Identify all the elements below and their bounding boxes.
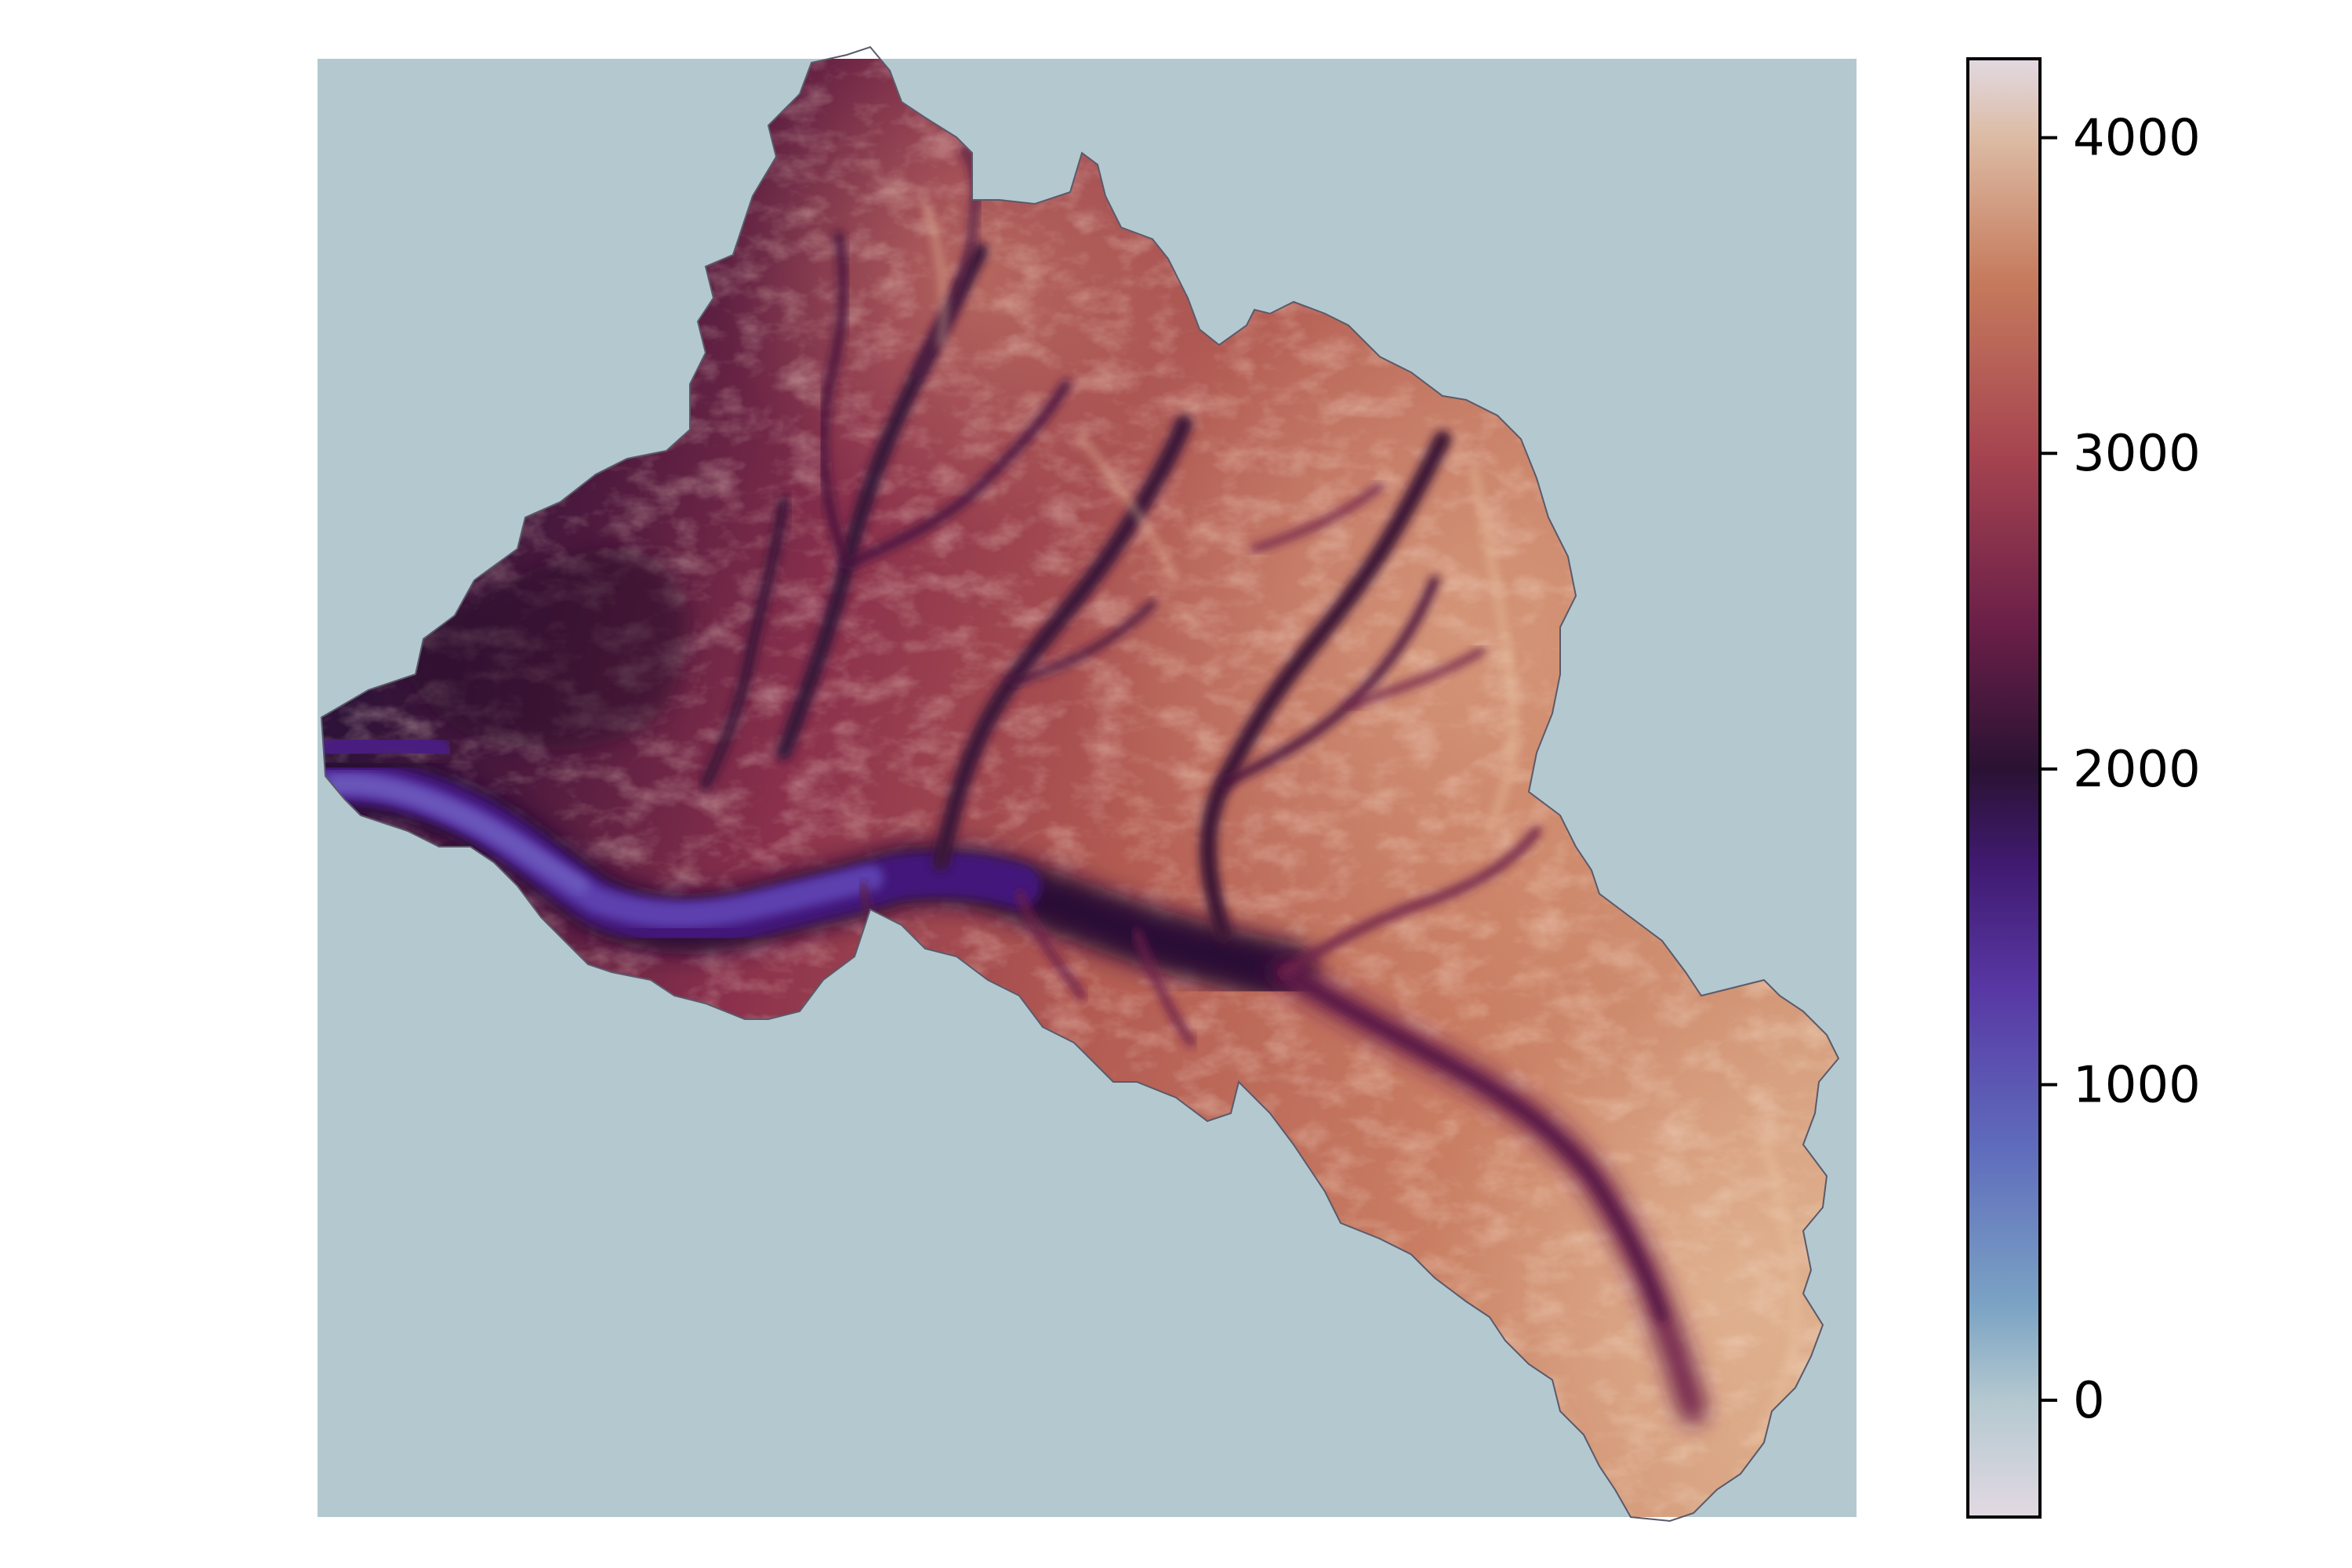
colorbar-frame (1966, 57, 2042, 1519)
colorbar-tick-label: 1000 (2073, 1056, 2201, 1114)
colorbar-gradient (1968, 59, 2040, 1517)
main-valley (321, 725, 1316, 1003)
map-panel (318, 46, 1857, 1522)
northwest-lowland (408, 547, 690, 750)
colorbar-ticks: 4000 3000 2000 1000 0 (2040, 110, 2201, 1430)
colorbar-tick-label: 2000 (2073, 741, 2201, 799)
colorbar-tick-label: 4000 (2073, 110, 2201, 168)
colorbar-tick-label: 0 (2073, 1372, 2105, 1430)
colorbar: 4000 3000 2000 1000 0 (1966, 57, 2201, 1519)
colorbar-tick-label: 3000 (2073, 425, 2201, 483)
